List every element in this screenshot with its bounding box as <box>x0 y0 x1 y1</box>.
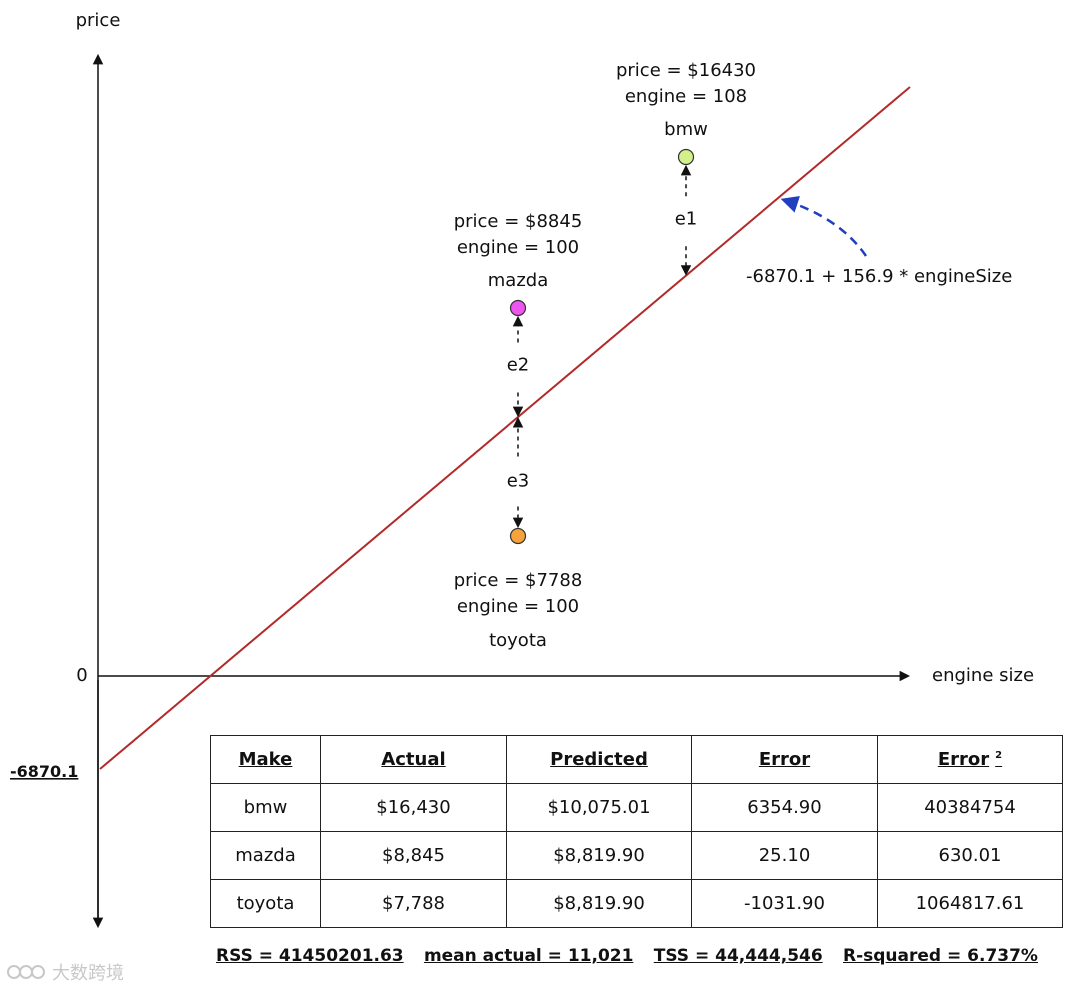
cell-error: 6354.90 <box>691 783 878 832</box>
intercept-label: -6870.1 <box>10 762 78 781</box>
point-make-label-bmw: bmw <box>664 119 708 140</box>
watermark-text: 大数跨境 <box>52 963 124 984</box>
x-axis-label: engine size <box>932 665 1034 686</box>
watermark-logo-icon <box>7 965 45 979</box>
mean-actual-stat: mean actual = 11,021 <box>423 946 634 966</box>
cell-error-squared: 630.01 <box>877 831 1063 880</box>
cell-error: -1031.90 <box>691 879 878 928</box>
error-label-toyota: e3 <box>507 471 530 492</box>
cell-make: mazda <box>210 831 321 880</box>
header-make: Make <box>210 735 321 784</box>
cell-error: 25.10 <box>691 831 878 880</box>
table-row: toyota $7,788 $8,819.90 -1031.90 1064817… <box>210 879 1063 928</box>
point-price-label-mazda: price = $8845 <box>454 211 583 232</box>
point-engine-label-mazda: engine = 100 <box>457 237 579 258</box>
cell-predicted: $10,075.01 <box>506 783 692 832</box>
header-actual: Actual <box>320 735 507 784</box>
point-price-label-toyota: price = $7788 <box>454 570 583 591</box>
regression-equation-label: -6870.1 + 156.9 * engineSize <box>746 266 1012 287</box>
summary-stats: RSS = 41450201.63 mean actual = 11,021 T… <box>216 946 1038 974</box>
cell-make: toyota <box>210 879 321 928</box>
data-point-bmw <box>677 148 695 166</box>
cell-error-squared: 1064817.61 <box>877 879 1063 928</box>
table-row: bmw $16,430 $10,075.01 6354.90 40384754 <box>210 783 1063 832</box>
watermark: 大数跨境 <box>6 958 124 986</box>
header-error-squared: Error 2 <box>877 735 1063 784</box>
cell-make: bmw <box>210 783 321 832</box>
point-price-label-bmw: price = $16430 <box>616 60 756 81</box>
data-point-toyota <box>509 527 527 545</box>
y-axis-label: price <box>76 10 121 31</box>
r-squared-stat: R-squared = 6.737% <box>842 946 1038 966</box>
point-make-label-mazda: mazda <box>488 270 548 291</box>
header-error: Error <box>691 735 878 784</box>
regression-line <box>99 86 911 770</box>
header-predicted: Predicted <box>506 735 692 784</box>
cell-actual: $8,845 <box>320 831 507 880</box>
annotation-arrow <box>780 195 868 257</box>
error-label-bmw: e1 <box>675 208 698 229</box>
cell-error-squared: 40384754 <box>877 783 1063 832</box>
cell-predicted: $8,819.90 <box>506 879 692 928</box>
cell-predicted: $8,819.90 <box>506 831 692 880</box>
superscript-two: 2 <box>995 750 1003 761</box>
table-row: mazda $8,845 $8,819.90 25.10 630.01 <box>210 831 1063 880</box>
point-engine-label-toyota: engine = 100 <box>457 596 579 617</box>
point-make-label-toyota: toyota <box>489 630 547 651</box>
cell-actual: $16,430 <box>320 783 507 832</box>
point-engine-label-bmw: engine = 108 <box>625 86 747 107</box>
origin-label: 0 <box>76 665 87 686</box>
cell-actual: $7,788 <box>320 879 507 928</box>
prediction-table: Make Actual Predicted Error Error 2 bmw $… <box>210 735 1063 928</box>
error-label-mazda: e2 <box>507 355 530 376</box>
table-header-row: Make Actual Predicted Error Error 2 <box>210 735 1063 784</box>
rss-stat: RSS = 41450201.63 <box>216 946 404 966</box>
data-point-mazda <box>509 299 527 317</box>
tss-stat: TSS = 44,444,546 <box>653 946 823 966</box>
